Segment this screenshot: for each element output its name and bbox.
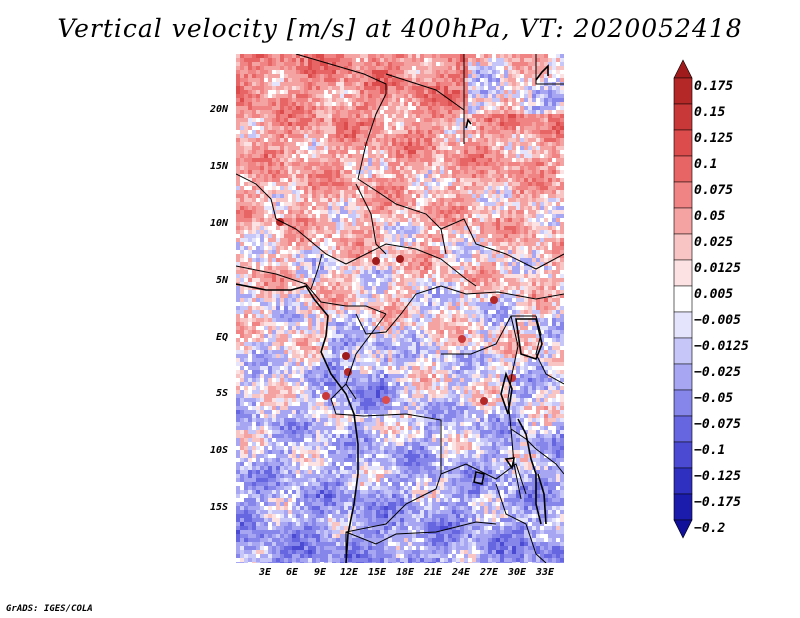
colorbar-label: −0.1	[694, 443, 726, 458]
colorbar-label: −0.005	[694, 313, 741, 328]
colorbar	[673, 59, 693, 539]
lat-label-10s: 10S	[209, 445, 228, 456]
lat-label-5n: 5N	[215, 275, 228, 286]
lat-label-5s: 5S	[215, 388, 228, 399]
lon-label-27e: 27E	[479, 567, 499, 578]
lon-label-9e: 9E	[313, 567, 327, 578]
lon-label-33e: 33E	[535, 567, 555, 578]
grads-credit: GrADS: IGES/COLA	[6, 604, 93, 614]
colorbar-label: −0.05	[694, 391, 734, 406]
colorbar-label: −0.2	[694, 521, 726, 536]
colorbar-label: 0.125	[694, 131, 734, 146]
colorbar-label: 0.1	[694, 157, 718, 172]
colorbar-label: 0.0125	[694, 261, 741, 276]
colorbar-swatch	[673, 103, 693, 131]
lon-label-3e: 3E	[258, 567, 272, 578]
lat-label-eq: EQ	[215, 332, 228, 343]
lat-label-15s: 15S	[209, 502, 228, 513]
colorbar-label: −0.125	[694, 469, 741, 484]
colorbar-swatch	[673, 519, 693, 539]
colorbar-swatch	[673, 415, 693, 443]
colorbar-label: 0.005	[694, 287, 734, 302]
colorbar-swatch	[673, 285, 693, 313]
colorbar-label: −0.175	[694, 495, 741, 510]
colorbar-label: −0.025	[694, 365, 741, 380]
colorbar-swatch	[673, 77, 693, 105]
colorbar-swatch	[673, 311, 693, 339]
colorbar-swatch	[673, 59, 693, 79]
colorbar-label: 0.175	[694, 79, 734, 94]
colorbar-swatch	[673, 233, 693, 261]
lon-label-6e: 6E	[285, 567, 299, 578]
colorbar-swatch	[673, 493, 693, 521]
colorbar-label: 0.15	[694, 105, 726, 120]
lat-label-10n: 10N	[209, 218, 228, 229]
colorbar-swatch	[673, 259, 693, 287]
colorbar-swatch	[673, 207, 693, 235]
lon-label-12e: 12E	[339, 567, 359, 578]
lat-label-20n: 20N	[209, 104, 228, 115]
lon-label-24e: 24E	[451, 567, 471, 578]
map-panel	[236, 54, 564, 563]
colorbar-swatch	[673, 441, 693, 469]
colorbar-swatch	[673, 181, 693, 209]
colorbar-swatch	[673, 337, 693, 365]
colorbar-label: −0.075	[694, 417, 741, 432]
country-borders	[236, 54, 564, 563]
colorbar-label: 0.025	[694, 235, 734, 250]
colorbar-label: 0.075	[694, 183, 734, 198]
colorbar-swatch	[673, 363, 693, 391]
lon-label-15e: 15E	[367, 567, 387, 578]
lat-label-15n: 15N	[209, 161, 228, 172]
lon-label-30e: 30E	[507, 567, 527, 578]
lon-label-21e: 21E	[423, 567, 443, 578]
colorbar-swatch	[673, 389, 693, 417]
colorbar-label: 0.05	[694, 209, 726, 224]
colorbar-swatch	[673, 129, 693, 157]
map-overlay	[236, 54, 564, 563]
colorbar-swatch	[673, 467, 693, 495]
colorbar-label: −0.0125	[694, 339, 749, 354]
lon-label-18e: 18E	[395, 567, 415, 578]
colorbar-swatch	[673, 155, 693, 183]
coastlines	[236, 64, 549, 563]
plot-title: Vertical velocity [m/s] at 400hPa, VT: 2…	[57, 14, 743, 43]
